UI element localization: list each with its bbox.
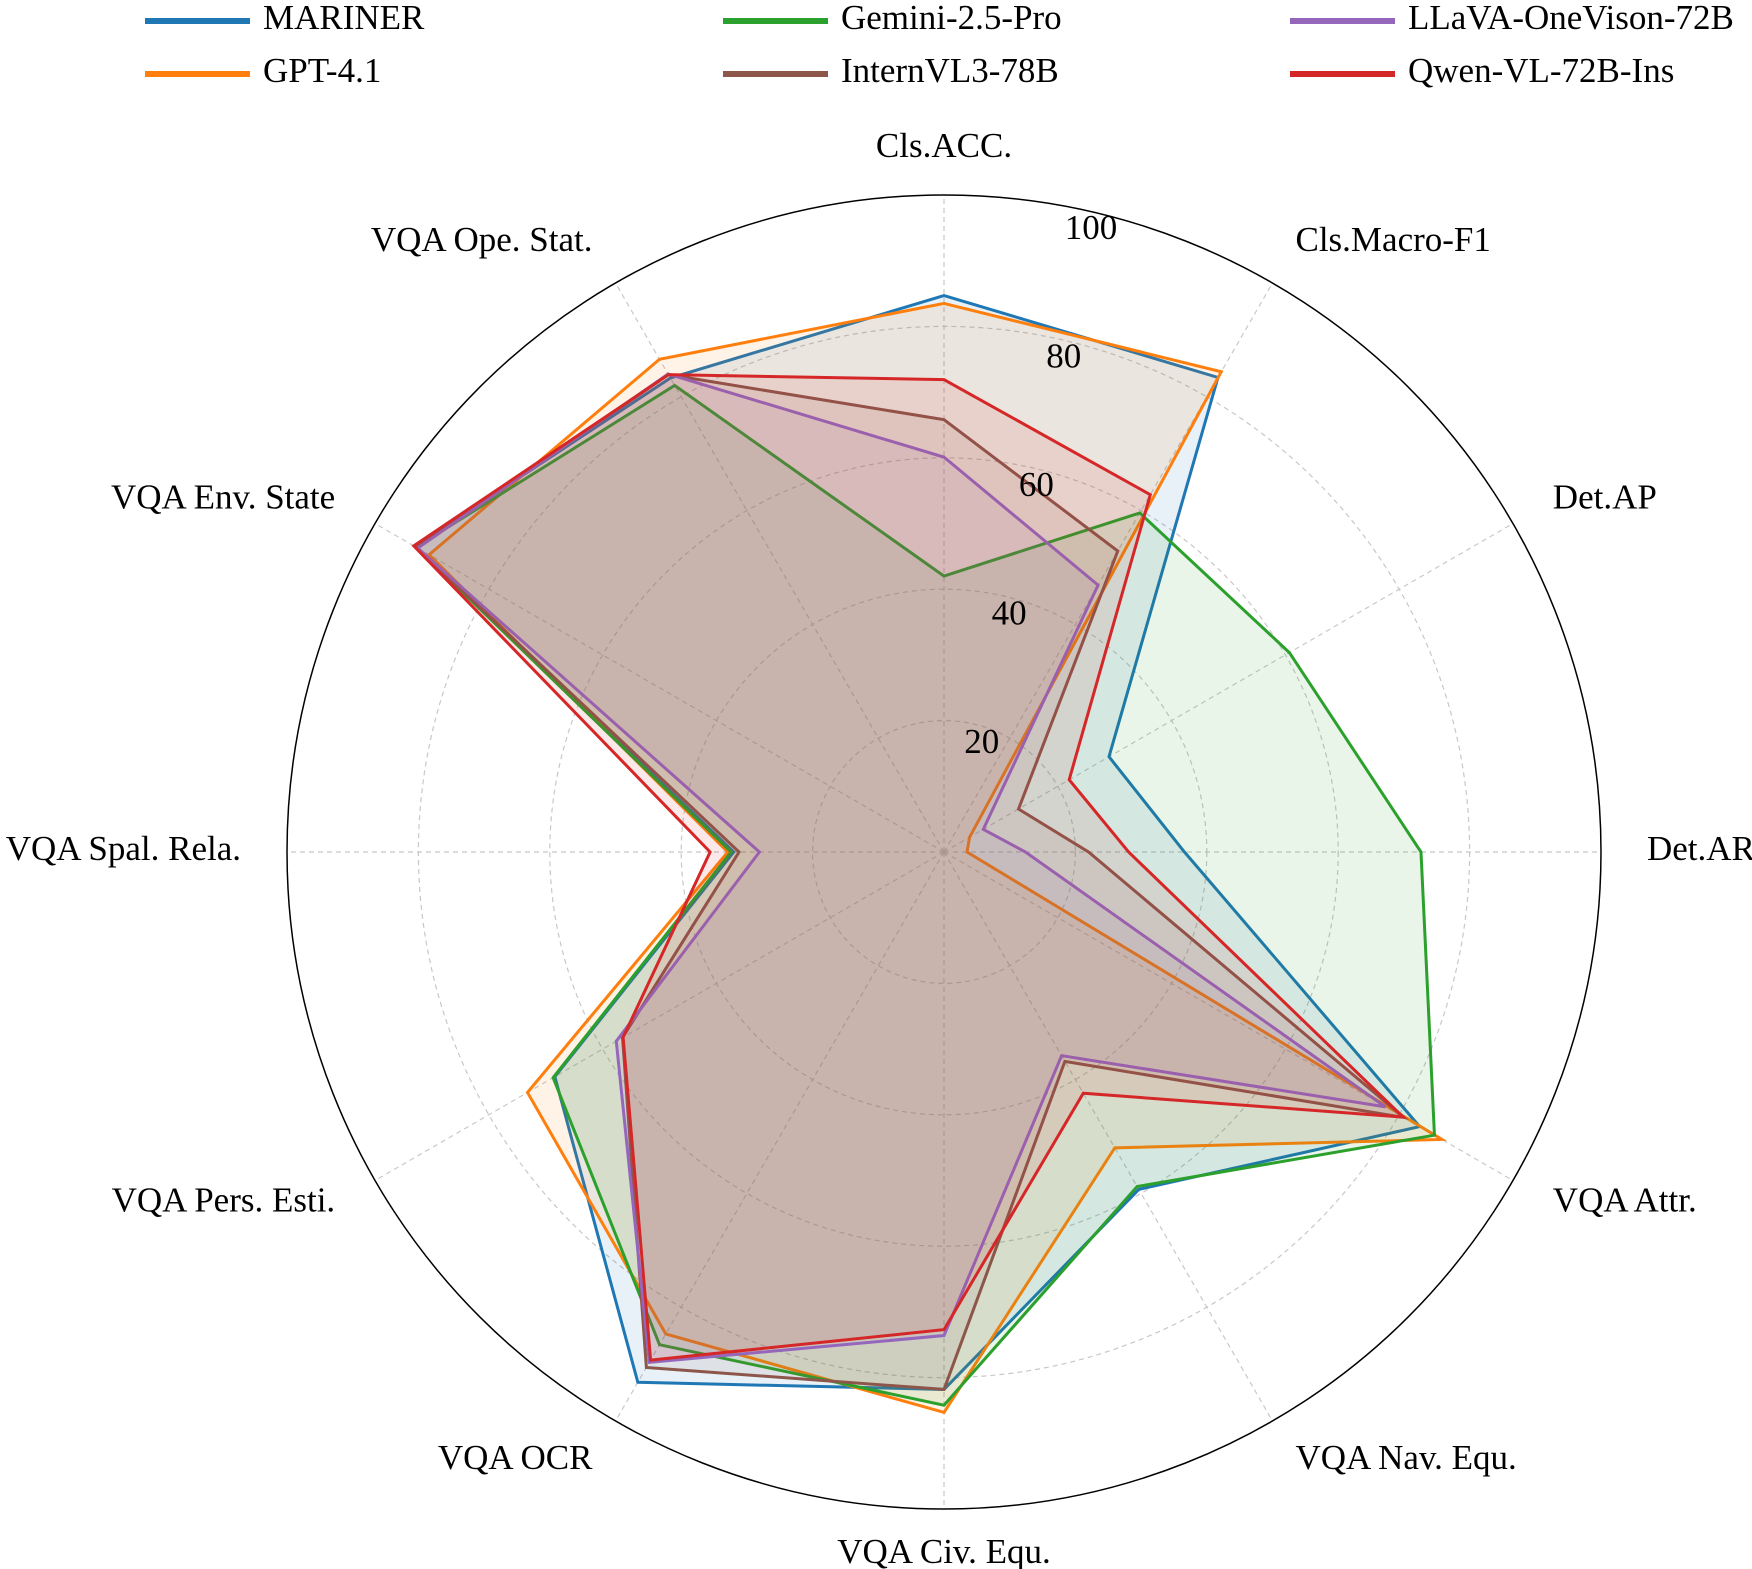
legend-label: GPT-4.1: [263, 51, 381, 90]
axis-label: VQA Nav. Equ.: [1295, 1438, 1516, 1477]
axis-label: VQA Attr.: [1553, 1181, 1697, 1220]
axis-label: VQA Ope. Stat.: [371, 220, 593, 259]
spoke: [943, 851, 1514, 1182]
series-qwen-vl-72b-ins: [411, 373, 1408, 1362]
legend-label: LLaVA-OneVison-72B: [1408, 0, 1734, 37]
spoke: [374, 851, 945, 1182]
spoke: [943, 851, 1274, 1422]
legend-label: Gemini-2.5-Pro: [841, 0, 1062, 37]
series-gpt-4-1: [426, 301, 1448, 1415]
axis-label: Cls.ACC.: [876, 126, 1012, 165]
radial-tick-label: 100: [1065, 208, 1118, 247]
legend-label: MARINER: [263, 0, 425, 37]
legend-label: Qwen-VL-72B-Ins: [1408, 51, 1674, 90]
radial-tick-label: 60: [1019, 465, 1054, 504]
axis-labels: Cls.ACC. Cls.Macro-F1 Det.AP Det.AR VQA Attr…: [6, 126, 1752, 1569]
grid-circle: [811, 719, 1076, 984]
spoke: [943, 522, 1514, 853]
legend: MARINER Gemini-2.5-Pro LLaVA-OneVison-72B G…: [145, 0, 1734, 90]
spoke: [614, 851, 945, 1422]
axis-label: Det.AR: [1647, 829, 1752, 868]
legend-label: InternVL3-78B: [841, 51, 1059, 90]
radial-tick-label: 80: [1046, 336, 1081, 375]
axis-label: VQA Env. State: [111, 478, 335, 517]
axis-label: VQA Pers. Esti.: [112, 1181, 336, 1220]
axis-label: VQA Spal. Rela.: [6, 829, 241, 868]
series-polygons: [411, 293, 1448, 1415]
spoke: [614, 282, 945, 853]
axis-label: Cls.Macro-F1: [1295, 220, 1490, 259]
grid: [286, 194, 1602, 1510]
radial-tick-label: 20: [964, 722, 999, 761]
spoke: [943, 282, 1274, 853]
axis-label: VQA Civ. Equ.: [837, 1532, 1051, 1569]
axis-label: Det.AP: [1553, 478, 1657, 517]
axis-label: VQA OCR: [438, 1438, 593, 1477]
radial-tick-labels: 20 40 60 80 100: [964, 208, 1117, 761]
grid-circle: [286, 194, 1602, 1510]
radial-tick-label: 40: [992, 593, 1027, 632]
spoke: [374, 522, 945, 853]
